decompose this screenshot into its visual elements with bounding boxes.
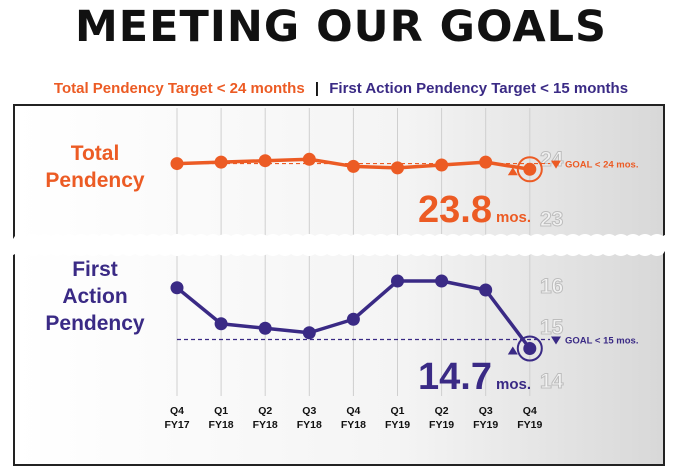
total-pendency-point-3 <box>302 152 316 166</box>
total-pendency-label-line-0: Total <box>71 142 120 165</box>
x-tick-quarter-6: Q2 <box>435 405 449 417</box>
first-action-pendency-label-line-2: Pendency <box>45 312 145 335</box>
total-pendency-point-4 <box>346 159 360 173</box>
first-action-pendency-panel: First Action Pendency 16 15 14 GOAL < 15 mos. 1… <box>45 258 638 398</box>
total-pendency-point-5 <box>391 161 404 175</box>
total-pendency-goal-marker <box>551 160 561 169</box>
total-pendency-point-2 <box>258 154 272 168</box>
x-tick-quarter-3: Q3 <box>302 405 316 417</box>
total-pendency-point-6 <box>435 158 449 172</box>
first-action-pendency-callout-arrow <box>507 346 518 355</box>
chart-frame <box>13 104 665 466</box>
total-pendency-ytick-24: 24 <box>540 148 564 171</box>
first-action-pendency-goal-marker <box>551 336 561 345</box>
first-action-pendency-goal-label: GOAL < 15 mos. <box>565 336 638 347</box>
x-tick-fy-6: FY19 <box>429 419 454 431</box>
x-tick-fy-5: FY19 <box>385 419 410 431</box>
first-action-pendency-point-5 <box>391 274 404 288</box>
total-pendency-ytick-23: 23 <box>540 208 563 231</box>
total-pendency-point-8 <box>523 162 537 176</box>
subtitle-first-action-target: First Action Pendency Target < 15 months <box>329 80 629 97</box>
first-action-pendency-label-line-1: Action <box>62 285 127 308</box>
x-tick-quarter-5: Q1 <box>390 405 404 417</box>
page-title: MEETING OUR GOALS <box>74 2 607 52</box>
x-tick-quarter-4: Q4 <box>346 405 360 417</box>
x-tick-quarter-7: Q3 <box>479 405 493 417</box>
x-tick-fy-3: FY18 <box>297 419 322 431</box>
x-tick-fy-1: FY18 <box>209 419 234 431</box>
total-pendency-point-0 <box>170 157 184 171</box>
x-tick-quarter-2: Q2 <box>258 405 272 417</box>
x-tick-quarter-1: Q1 <box>214 405 228 417</box>
first-action-pendency-label-line-0: First <box>72 258 118 281</box>
first-action-pendency-point-4 <box>346 312 360 326</box>
x-tick-fy-2: FY18 <box>253 419 278 431</box>
total-pendency-point-1 <box>214 155 228 169</box>
x-tick-fy-8: FY19 <box>517 419 542 431</box>
total-pendency-point-7 <box>479 155 493 169</box>
subtitle: Total Pendency Target < 24 months | Firs… <box>0 80 682 97</box>
first-action-pendency-point-6 <box>435 274 449 288</box>
first-action-pendency-point-0 <box>170 281 184 295</box>
first-action-pendency-point-2 <box>258 321 272 335</box>
x-tick-quarter-0: Q4 <box>170 405 184 417</box>
first-action-pendency-point-3 <box>302 326 316 340</box>
x-tick-fy-7: FY19 <box>473 419 498 431</box>
subtitle-separator: | <box>314 80 320 97</box>
first-action-pendency-point-7 <box>479 283 493 297</box>
first-action-pendency-ytick-15: 15 <box>540 316 564 339</box>
first-action-pendency-highlight-ring <box>516 335 543 362</box>
total-pendency-highlight-ring <box>516 156 543 183</box>
first-action-pendency-callout-value: 14.7 <box>418 356 492 398</box>
total-pendency-callout-unit: mos. <box>496 209 531 226</box>
total-pendency-callout-value: 23.8 <box>418 189 492 231</box>
subtitle-total-target: Total Pendency Target < 24 months <box>53 80 305 97</box>
first-action-pendency-callout-unit: mos. <box>496 376 531 393</box>
total-pendency-goal-label: GOAL < 24 mos. <box>565 160 638 171</box>
total-pendency-panel: Total Pendency 24 23 GOAL < 24 mos. 23.8 mos. <box>45 142 638 232</box>
first-action-pendency-point-1 <box>214 317 228 331</box>
total-pendency-callout-arrow <box>507 167 518 176</box>
first-action-pendency-ytick-16: 16 <box>540 275 563 298</box>
first-action-pendency-point-8 <box>523 342 537 355</box>
total-pendency-label-line-1: Pendency <box>45 169 145 192</box>
x-tick-fy-4: FY18 <box>341 419 366 431</box>
panel-separator <box>3 234 675 256</box>
first-action-pendency-ytick-14: 14 <box>540 370 564 393</box>
x-tick-quarter-8: Q4 <box>523 405 537 417</box>
x-tick-fy-0: FY17 <box>164 419 189 431</box>
x-axis: Q4 FY17 Q1 FY18 Q2 FY18 Q3 FY18 Q4 FY18 Q1 FY19 Q2 FY… <box>164 405 542 431</box>
